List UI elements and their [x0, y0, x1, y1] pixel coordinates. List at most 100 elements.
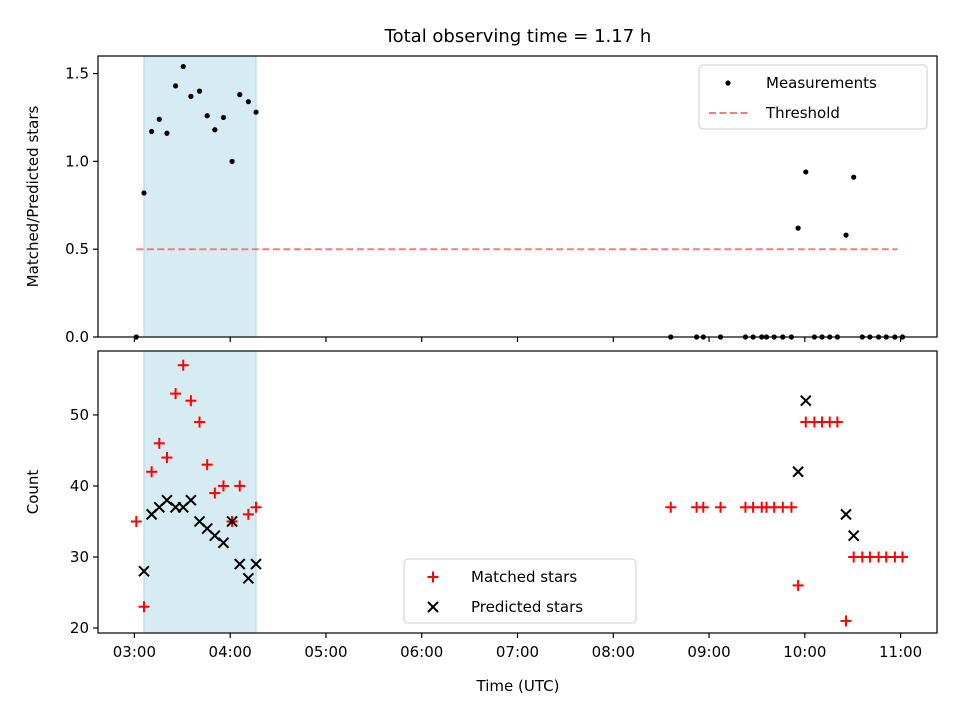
data-point	[242, 508, 254, 520]
data-point	[161, 494, 173, 506]
bottom-panel: 20 30 40 50 03:00 04:00 05:00 06:00 07:00 08:00 09…	[24, 350, 938, 661]
data-point	[170, 388, 182, 400]
x-b	[185, 494, 197, 506]
data-point	[792, 579, 804, 591]
data-point	[792, 466, 804, 478]
data-point	[161, 452, 173, 464]
legend-label: Matched stars	[471, 568, 577, 586]
y-tick-label: 0.5	[65, 240, 89, 258]
chart-title: Total observing time = 1.17 h	[384, 26, 652, 47]
data-point	[130, 515, 142, 527]
data-point	[242, 572, 255, 585]
legend-box	[403, 558, 637, 624]
x-tick-label: 11:00	[879, 643, 922, 661]
y-tick-label: 50	[70, 406, 89, 424]
x-b	[209, 529, 221, 542]
x-tick-label: 03:00	[113, 643, 156, 661]
legend-marker	[427, 571, 439, 583]
x-b	[847, 529, 860, 542]
data-point	[843, 232, 849, 238]
y-tick-label: 1.5	[65, 65, 89, 83]
data-point	[234, 558, 246, 570]
data-point	[217, 537, 230, 549]
data-point	[840, 615, 852, 627]
data-point	[897, 551, 909, 563]
data-point	[146, 466, 158, 478]
x-tick-label: 09:00	[687, 643, 730, 661]
data-point	[250, 558, 262, 570]
data-point	[697, 501, 709, 513]
data-point	[164, 130, 170, 136]
data-point	[212, 127, 218, 133]
data-point	[201, 459, 213, 471]
x-axis-label: Time (UTC)	[476, 677, 560, 695]
data-point	[141, 190, 147, 196]
legend-box	[698, 64, 928, 130]
legend: Measurements Threshold	[698, 64, 928, 130]
data-point	[185, 494, 197, 506]
data-point	[715, 501, 727, 513]
observing-span	[143, 55, 257, 338]
data-point	[250, 501, 262, 513]
data-point	[847, 529, 860, 542]
data-point	[800, 395, 812, 407]
x-b	[201, 522, 213, 535]
data-point	[851, 174, 857, 180]
legend-marker	[725, 80, 731, 86]
data-point	[237, 92, 243, 98]
y-tick-label: 40	[70, 477, 89, 495]
y-tick-label: 0.0	[65, 328, 89, 346]
legend-label: Predicted stars	[471, 598, 583, 616]
data-point	[149, 128, 155, 135]
series-predicted-stars	[138, 395, 860, 585]
x-b	[242, 572, 255, 585]
y-axis-label: Count	[24, 470, 42, 515]
x-b	[800, 395, 812, 407]
legend-label: Measurements	[766, 74, 877, 92]
data-point	[665, 501, 677, 513]
x-b	[234, 558, 246, 570]
data-point	[253, 109, 259, 115]
data-point	[803, 169, 809, 175]
data-point	[229, 158, 235, 164]
data-point	[177, 359, 189, 371]
data-point	[226, 515, 238, 528]
data-point	[209, 487, 221, 499]
legend-marker	[427, 601, 439, 613]
data-point	[209, 529, 221, 542]
y-axis-label: Matched/Predicted stars	[24, 106, 42, 288]
x-tick-label: 08:00	[592, 643, 635, 661]
top-panel: 0.0 0.5 1.0 1.5 Matched/Predicted stars Measu…	[24, 55, 938, 346]
data-point	[217, 480, 229, 492]
legend: Matched stars Predicted stars	[403, 558, 637, 624]
legend-label: Threshold	[765, 104, 840, 122]
data-point	[194, 416, 206, 428]
y-tick-label: 1.0	[65, 152, 89, 170]
data-point	[245, 99, 251, 105]
x-b	[427, 601, 439, 613]
x-tick-label: 04:00	[209, 643, 252, 661]
observing-span	[143, 350, 257, 634]
y-tick-label: 20	[70, 619, 89, 637]
x-b	[193, 515, 206, 528]
x-b	[226, 515, 238, 528]
data-point	[795, 225, 801, 231]
data-point	[138, 565, 150, 577]
data-point	[138, 601, 150, 613]
x-tick-label: 06:00	[400, 643, 443, 661]
data-point	[204, 113, 210, 119]
x-b	[792, 466, 804, 478]
data-point	[831, 416, 843, 428]
x-b	[840, 508, 852, 521]
data-point	[185, 395, 197, 407]
x-b	[161, 494, 173, 506]
data-point	[153, 437, 165, 449]
x-tick-label: 07:00	[496, 643, 539, 661]
data-point	[188, 93, 194, 99]
x-b	[217, 537, 230, 549]
series-matched-stars	[130, 359, 909, 627]
x-tick-label: 10:00	[783, 643, 826, 661]
data-point	[220, 114, 227, 121]
x-b	[250, 558, 262, 570]
